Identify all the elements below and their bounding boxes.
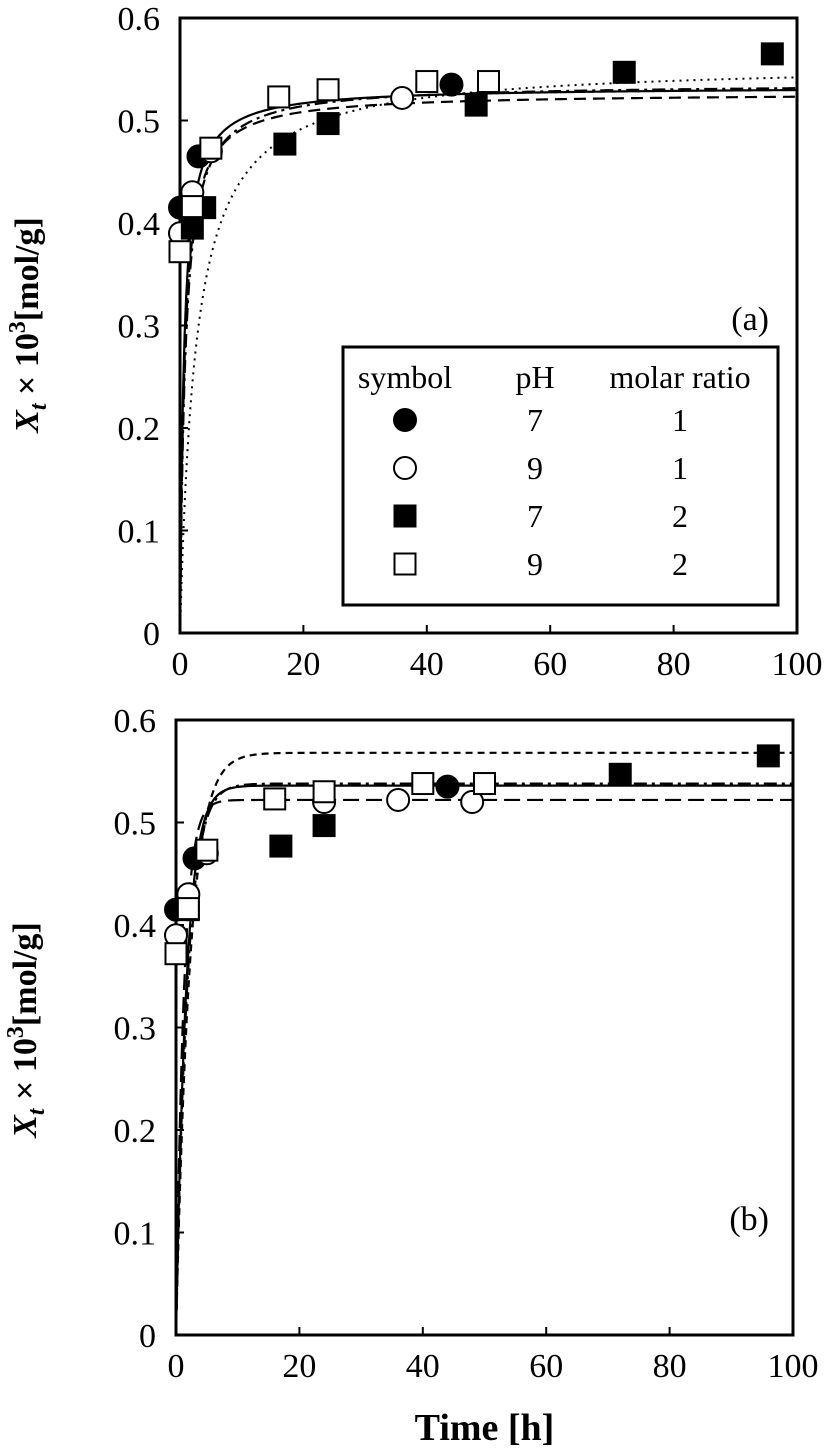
panel-a: 0 0.1 0.2 0.3 0.4 0.5 0.6 0 20 40 60 80 100 Xt × 103[… xyxy=(5,1,823,683)
data-point-open-square xyxy=(263,787,287,811)
panel-label: (b) xyxy=(729,1201,769,1238)
legend-ph-value: 7 xyxy=(527,498,543,534)
legend-ph-value: 9 xyxy=(527,450,543,486)
fit-curve-dashdot xyxy=(174,782,793,1336)
x-tick-label: 0 xyxy=(172,646,189,683)
x-tick-label: 20 xyxy=(282,1348,316,1385)
y-tick-label: 0.1 xyxy=(118,514,161,551)
y-tick-label: 0.2 xyxy=(118,411,161,448)
data-point-open-square xyxy=(415,70,439,94)
data-point-open-square xyxy=(312,780,336,804)
legend-ratio-value: 1 xyxy=(672,450,688,486)
x-tick-label: 40 xyxy=(406,1348,440,1385)
x-axis-label: Time [h] xyxy=(415,1407,555,1449)
data-point-filled-square xyxy=(180,216,204,240)
x-tick-label: 80 xyxy=(653,1348,687,1385)
y-axis-label-subscript: t xyxy=(24,1107,50,1115)
x-tick-label: 60 xyxy=(533,646,567,683)
y-axis-label: Xt × 103[mol/g] xyxy=(5,217,52,434)
y-tick-label: 0 xyxy=(139,1318,156,1355)
x-tick-label: 100 xyxy=(772,646,823,683)
x-tick-label: 0 xyxy=(168,1348,185,1385)
x-tick-label: 100 xyxy=(768,1348,819,1385)
y-tick-label: 0.4 xyxy=(118,206,161,243)
legend-ph-value: 9 xyxy=(527,546,543,582)
data-point-filled-square xyxy=(273,132,297,156)
x-tick-label: 80 xyxy=(657,646,691,683)
data-point-open-square xyxy=(473,772,496,796)
legend-ratio-value: 2 xyxy=(672,546,688,582)
legend-marker-filled-square xyxy=(393,504,417,528)
data-point-open-square xyxy=(316,78,340,102)
legend-header-ph: pH xyxy=(515,359,554,395)
data-point-filled-circle xyxy=(439,72,464,97)
y-tick-label: 0.6 xyxy=(118,1,161,38)
data-point-filled-square xyxy=(316,112,340,136)
data-point-open-square xyxy=(195,838,219,862)
fit-curve-dashed xyxy=(178,95,798,634)
fit-curve-solid xyxy=(174,784,793,1336)
data-point-open-square xyxy=(267,85,291,109)
y-tick-label: 0.6 xyxy=(114,703,157,740)
y-axis-label-mult: × 10 xyxy=(7,1038,44,1108)
data-point-open-circle xyxy=(460,790,485,814)
x-tick-label: 20 xyxy=(286,646,320,683)
y-tick-label: 0.4 xyxy=(114,908,157,945)
legend-header-symbol: symbol xyxy=(358,359,452,395)
data-point-open-square xyxy=(164,942,188,966)
y-tick-label: 0.1 xyxy=(114,1216,157,1253)
y-axis-label-mult: × 10 xyxy=(9,333,46,403)
y-axis-label-unit: [mol/g] xyxy=(7,922,44,1026)
y-tick-label: 0.5 xyxy=(118,104,161,141)
panel-label: (a) xyxy=(731,301,769,338)
y-axis-label-superscript: 3 xyxy=(3,1026,29,1038)
data-point-open-circle xyxy=(386,787,411,812)
legend-header-ratio: molar ratio xyxy=(609,359,750,395)
panel-b: 0 0.1 0.2 0.3 0.4 0.5 0.6 0 20 40 60 80 100 Xt × 103[… xyxy=(3,703,819,1449)
data-point-filled-square xyxy=(756,744,780,768)
data-point-filled-square xyxy=(760,42,784,66)
legend-ratio-value: 1 xyxy=(672,402,688,438)
legend-marker-filled-circle xyxy=(393,408,417,432)
y-axis-label: Xt × 103[mol/g] xyxy=(3,922,50,1139)
legend-marker-open-square xyxy=(393,552,417,576)
data-point-open-square xyxy=(176,897,200,921)
legend-ph-value: 7 xyxy=(527,402,543,438)
y-tick-label: 0.3 xyxy=(118,309,161,346)
y-axis-label-symbol: X xyxy=(9,409,46,434)
legend-marker-open-circle xyxy=(393,456,417,480)
x-tick-label: 40 xyxy=(410,646,444,683)
data-point-open-square xyxy=(180,195,204,219)
y-axis-label-symbol: X xyxy=(7,1114,44,1139)
y-tick-label: 0.3 xyxy=(114,1011,157,1048)
fit-curve-longdash xyxy=(174,798,793,1336)
data-point-filled-circle xyxy=(435,774,460,799)
data-point-open-circle xyxy=(390,85,415,110)
data-point-filled-square xyxy=(464,93,488,117)
y-tick-label: 0.2 xyxy=(114,1113,157,1150)
data-point-open-square xyxy=(411,772,435,796)
y-tick-label: 0 xyxy=(143,616,160,653)
y-tick-label: 0.5 xyxy=(114,806,157,843)
data-point-open-square xyxy=(168,240,192,264)
data-point-filled-square xyxy=(608,762,632,786)
y-axis-label-subscript: t xyxy=(26,402,52,410)
fit-curve-shortdash xyxy=(174,751,793,1336)
data-point-open-square xyxy=(477,70,500,94)
y-axis-label-unit: [mol/g] xyxy=(9,217,46,321)
plot-frame xyxy=(174,718,795,1337)
data-point-filled-square xyxy=(269,834,293,858)
data-point-open-square xyxy=(199,136,223,160)
legend-ratio-value: 2 xyxy=(672,498,688,534)
data-point-filled-square xyxy=(612,60,636,84)
data-point-filled-square xyxy=(312,814,336,838)
y-axis-label-superscript: 3 xyxy=(5,321,31,333)
x-tick-label: 60 xyxy=(529,1348,563,1385)
